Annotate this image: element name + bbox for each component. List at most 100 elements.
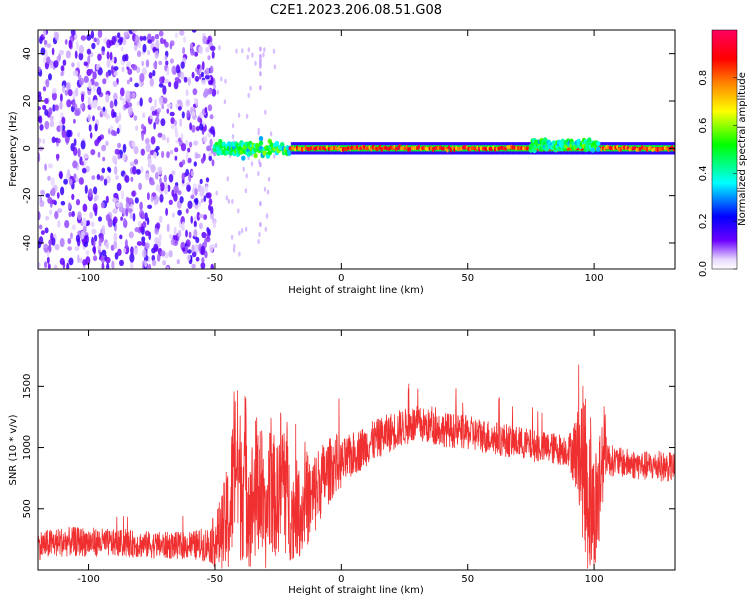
spectrogram-noise-cell: [155, 145, 160, 151]
spectrogram-noise-cell: [123, 247, 127, 254]
spectrogram-noise-cell: [121, 66, 125, 73]
spectrogram-noise-cell: [125, 208, 129, 217]
spectrogram-noise-cell: [153, 243, 159, 252]
spectrogram-noise-cell: [92, 203, 98, 213]
spectrogram-noise-cell: [247, 47, 250, 53]
spectrogram-noise-cell: [66, 99, 72, 108]
spectrogram-noise-cell: [93, 186, 98, 195]
spectrogram-noise-cell: [113, 216, 118, 224]
x-tick-label: 0: [338, 574, 344, 585]
spectrogram-noise-cell: [209, 65, 214, 74]
spectrogram-noise-cell: [205, 47, 210, 53]
spectrogram-noise-cell: [129, 77, 133, 82]
spectrogram-noise-cell: [198, 222, 203, 230]
spectrogram-noise-cell: [184, 139, 189, 147]
spectrogram-noise-cell: [46, 256, 50, 264]
spectrogram-noise-cell: [139, 97, 143, 107]
spectrogram-noise-cell: [263, 186, 267, 192]
spectrogram-noise-cell: [67, 238, 72, 245]
spectrogram-noise-cell: [77, 148, 81, 158]
spectrogram-noise-cell: [199, 187, 205, 196]
spectrogram-noise-cell: [204, 74, 210, 80]
spectrogram-noise-cell: [201, 257, 205, 264]
spectrogram-noise-cell: [196, 211, 201, 221]
spectrogram-noise-cell: [167, 103, 172, 109]
spectrogram-noise-cell: [117, 32, 121, 39]
spectrogram-noise-cell: [114, 165, 118, 175]
spectrogram-noise-cell: [191, 124, 196, 133]
colorbar-tick-label: 0.8: [698, 70, 709, 86]
spectrogram-noise-cell: [38, 262, 41, 268]
spectrogram-noise-cell: [93, 255, 98, 262]
spectrogram-noise-cell: [215, 190, 218, 196]
spectrogram-noise-cell: [200, 198, 204, 203]
spectrogram-noise-cell: [208, 155, 213, 162]
spectrogram-noise-cell: [74, 50, 78, 59]
spectrogram-noise-cell: [181, 221, 185, 230]
spectrogram-noise-cell: [133, 247, 138, 256]
spectrogram-y-axis: -40 -20 0 20 40: [22, 47, 675, 251]
spectrogram-noise-cell: [186, 254, 191, 261]
spectrogram-noise-cell: [170, 117, 175, 125]
spectrogram-noise-cell: [149, 114, 153, 120]
spectrogram-noise-cell: [159, 215, 163, 223]
spectrogram-signal-cell: [258, 136, 264, 142]
spectrogram-noise-cell: [38, 94, 42, 102]
spectrogram-noise-cell: [38, 137, 42, 144]
spectrogram-noise-cell: [111, 260, 115, 269]
snr-plot-area: [38, 364, 675, 569]
spectrogram-noise-cell: [131, 92, 136, 99]
spectrogram-noise-cell: [204, 250, 208, 259]
snr-x-axis: -100 -50 0 50 100: [77, 330, 604, 585]
spectrogram-noise-cell: [223, 99, 227, 105]
colorbar-tick-label: 0.2: [698, 213, 709, 229]
spectrogram-noise-cell: [82, 225, 87, 234]
spectrogram-noise-cell: [218, 45, 221, 51]
spectrogram-noise-cell: [211, 159, 215, 167]
spectrogram-noise-cell: [59, 93, 63, 102]
spectrogram-noise-cell: [46, 43, 52, 48]
spectrogram-noise-cell: [191, 244, 195, 253]
spectrogram-noise-cell: [211, 51, 215, 59]
spectrogram-noise-cell: [176, 99, 182, 105]
spectrogram-noise-cell: [181, 172, 185, 181]
colorbar-gradient: [712, 30, 737, 269]
spectrogram-noise-cell: [126, 79, 130, 85]
spectrogram-noise-cell: [137, 220, 142, 228]
spectrogram-noise-cell: [107, 167, 112, 173]
spectrogram-noise-cell: [100, 201, 105, 209]
spectrogram-noise-cell: [119, 259, 124, 267]
spectrogram-signal-cell: [596, 146, 601, 152]
spectrogram-noise-cell: [174, 155, 178, 161]
spectrogram-noise-cell: [259, 162, 262, 168]
spectrogram-noise-cell: [113, 240, 118, 250]
spectrogram-noise-cell: [83, 241, 88, 248]
x-tick-label: -100: [77, 574, 100, 585]
spectrogram-noise-cell: [126, 61, 132, 68]
spectrogram-noise-cell: [164, 55, 168, 61]
spectrogram-noise-cell: [142, 249, 147, 258]
spectrogram-noise-cell: [86, 220, 91, 226]
spectrogram-noise-cell: [164, 41, 169, 48]
spectrogram-noise-cell: [174, 147, 179, 153]
spectrogram-noise-cell: [59, 101, 63, 110]
spectrogram-noise-cell: [211, 88, 217, 97]
spectrogram-noise-cell: [156, 240, 162, 248]
spectrogram-noise-cell: [155, 39, 160, 49]
spectrogram-noise-cell: [166, 136, 170, 144]
spectrogram-noise-cell: [96, 174, 101, 180]
spectrogram-noise-cell: [154, 116, 160, 125]
spectrogram-noise-cell: [140, 81, 145, 86]
spectrogram-noise-cell: [67, 169, 70, 177]
spectrogram-noise-cell: [40, 189, 46, 196]
spectrogram-noise-cell: [157, 253, 161, 262]
spectrogram-noise-cell: [193, 140, 199, 146]
spectrogram-signal-cell: [248, 150, 253, 156]
spectrogram-noise-cell: [163, 174, 167, 183]
spectrogram-signal-cell: [542, 137, 548, 143]
spectrogram-noise-cell: [210, 263, 214, 269]
spectrogram-noise-cell: [251, 52, 254, 58]
spectrogram-noise-cell: [192, 88, 198, 96]
spectrogram-noise-cell: [122, 143, 127, 153]
spectrogram-noise-cell: [51, 91, 57, 101]
